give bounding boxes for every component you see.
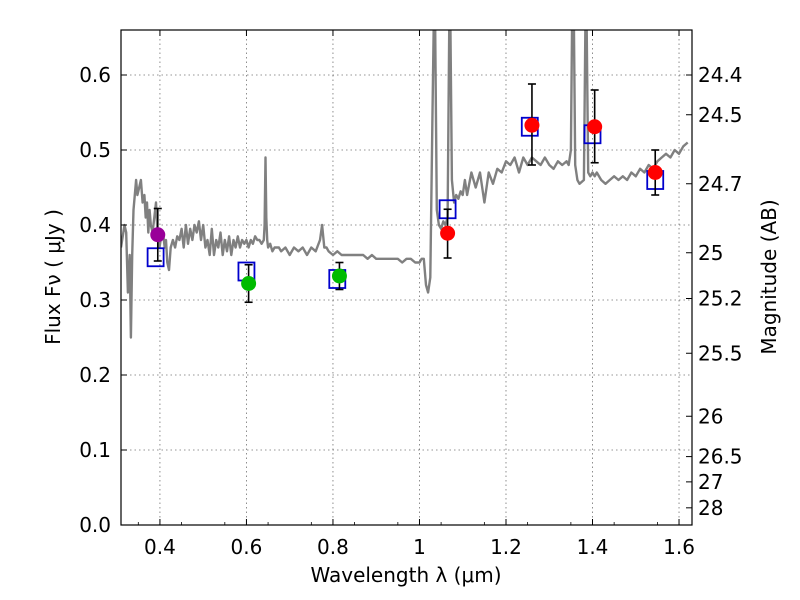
y2-tick-label: 27 <box>698 470 723 494</box>
y2-tick-label: 24.7 <box>698 172 743 196</box>
y-tick-label: 0.2 <box>79 363 111 387</box>
observed-point-purple <box>150 227 166 243</box>
y2-tick-label: 24.5 <box>698 103 743 127</box>
y-axis-label: Flux Fν ( μJy ) <box>41 209 65 345</box>
y2-tick-label: 25 <box>698 241 723 265</box>
data-markers <box>146 83 665 304</box>
y-tick-label: 0.1 <box>79 438 111 462</box>
observed-point-red <box>647 165 663 180</box>
x-tick-label: 1.4 <box>577 535 609 559</box>
observed-point-red <box>587 119 603 135</box>
x-axis-title: Wavelength λ (μm) <box>310 563 501 587</box>
y2-tick-label: 26.5 <box>698 445 743 469</box>
x-axis-label: Wavelength λ (μm) <box>310 563 501 587</box>
y-tick-label: 0.4 <box>79 213 111 237</box>
y-axis-title: Flux Fν ( μJy ) <box>41 209 65 345</box>
observed-point-red <box>524 117 540 133</box>
x-tick-label: 0.6 <box>231 535 263 559</box>
axis-ticks: 0.4 0.6 0.8 1 1.2 1.4 1.6 0.0 0.1 0.2 0.3 0.4 0.5 0.6… <box>79 30 743 559</box>
x-tick-label: 1 <box>413 535 426 559</box>
plot-frame <box>120 29 693 526</box>
y2-tick-label: 25.2 <box>698 287 743 311</box>
x-tick-label: 0.8 <box>317 535 349 559</box>
grid-lines <box>121 30 692 526</box>
y2-tick-label: 28 <box>698 496 723 520</box>
model-point-square <box>146 247 165 268</box>
observed-point-red <box>440 225 456 241</box>
x-tick-label: 0.4 <box>144 535 176 559</box>
y2-axis-title: Magnitude (AB) <box>757 199 781 354</box>
y2-axis-label: Magnitude (AB) <box>757 199 781 354</box>
model-spectrum-line <box>121 30 689 339</box>
x-tick-label: 1.6 <box>663 535 695 559</box>
y2-tick-label: 26 <box>698 404 723 428</box>
y-tick-label: 0.6 <box>79 63 111 87</box>
y-tick-label: 0.3 <box>79 288 111 312</box>
y2-tick-label: 24.4 <box>698 63 743 87</box>
y2-tick-label: 25.5 <box>698 341 743 365</box>
observed-point-green <box>331 268 347 284</box>
y-tick-label: 0.5 <box>79 138 111 162</box>
x-tick-label: 1.2 <box>490 535 522 559</box>
y-tick-label: 0.0 <box>79 513 111 537</box>
observed-point-green <box>241 276 257 291</box>
